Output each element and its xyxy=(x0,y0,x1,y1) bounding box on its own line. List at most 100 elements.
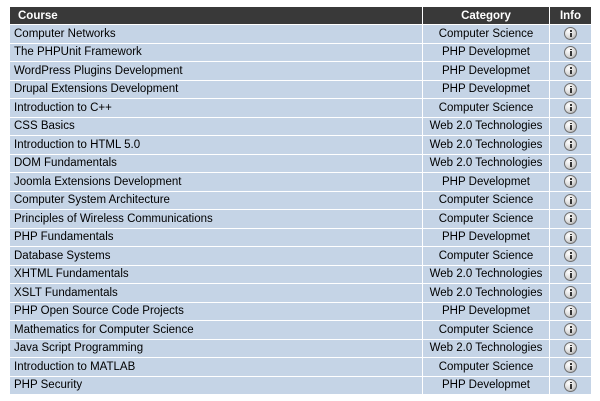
info-cell xyxy=(549,357,592,377)
info-icon[interactable] xyxy=(564,101,577,115)
column-header-course[interactable]: Course xyxy=(9,6,423,25)
table-body: Computer Networks Computer Science The PHP… xyxy=(9,24,592,395)
course-name-cell: Computer Networks xyxy=(9,24,423,44)
column-header-category[interactable]: Category xyxy=(422,6,550,25)
course-category-cell: PHP Developmet xyxy=(422,375,550,395)
info-icon[interactable] xyxy=(564,45,577,59)
table-row: XHTML Fundamentals Web 2.0 Technologies xyxy=(9,264,592,284)
course-name-cell: PHP Fundamentals xyxy=(9,227,423,247)
info-icon[interactable] xyxy=(564,286,577,300)
info-cell xyxy=(549,24,592,44)
table-row: Computer System Architecture Computer Sci… xyxy=(9,190,592,210)
info-icon[interactable] xyxy=(564,119,577,133)
course-name-cell: Mathematics for Computer Science xyxy=(9,320,423,340)
info-cell xyxy=(549,283,592,303)
table-row: Introduction to C++ Computer Science xyxy=(9,98,592,118)
course-name-cell: Introduction to MATLAB xyxy=(9,357,423,377)
table-row: Drupal Extensions Development PHP Develop… xyxy=(9,79,592,99)
table-row: PHP Open Source Code Projects PHP Develop… xyxy=(9,301,592,321)
course-name-cell: CSS Basics xyxy=(9,116,423,136)
course-name-cell: Java Script Programming xyxy=(9,338,423,358)
course-name-cell: The PHPUnit Framework xyxy=(9,42,423,62)
info-icon[interactable] xyxy=(564,156,577,170)
info-icon[interactable] xyxy=(564,230,577,244)
table-row: DOM Fundamentals Web 2.0 Technologies xyxy=(9,153,592,173)
table-row: CSS Basics Web 2.0 Technologies xyxy=(9,116,592,136)
info-cell xyxy=(549,42,592,62)
course-category-cell: Computer Science xyxy=(422,190,550,210)
info-cell xyxy=(549,135,592,155)
info-icon[interactable] xyxy=(564,193,577,207)
info-icon[interactable] xyxy=(564,27,577,41)
course-name-cell: XHTML Fundamentals xyxy=(9,264,423,284)
course-name-cell: XSLT Fundamentals xyxy=(9,283,423,303)
info-cell xyxy=(549,338,592,358)
course-category-cell: Computer Science xyxy=(422,98,550,118)
course-category-cell: Web 2.0 Technologies xyxy=(422,338,550,358)
table-row: Computer Networks Computer Science xyxy=(9,24,592,44)
info-icon[interactable] xyxy=(564,304,577,318)
info-icon[interactable] xyxy=(564,323,577,337)
table-row: PHP Security PHP Developmet xyxy=(9,375,592,395)
info-cell xyxy=(549,116,592,136)
info-cell xyxy=(549,227,592,247)
course-category-cell: Web 2.0 Technologies xyxy=(422,283,550,303)
course-category-cell: PHP Developmet xyxy=(422,61,550,81)
course-category-cell: Web 2.0 Technologies xyxy=(422,116,550,136)
course-name-cell: DOM Fundamentals xyxy=(9,153,423,173)
table-row: Database Systems Computer Science xyxy=(9,246,592,266)
course-name-cell: PHP Open Source Code Projects xyxy=(9,301,423,321)
table-row: The PHPUnit Framework PHP Developmet xyxy=(9,42,592,62)
course-name-cell: Drupal Extensions Development xyxy=(9,79,423,99)
info-cell xyxy=(549,375,592,395)
column-header-info: Info xyxy=(549,6,592,25)
info-cell xyxy=(549,190,592,210)
info-cell xyxy=(549,301,592,321)
course-name-cell: Introduction to C++ xyxy=(9,98,423,118)
info-cell xyxy=(549,264,592,284)
info-cell xyxy=(549,98,592,118)
course-category-cell: Computer Science xyxy=(422,24,550,44)
table-row: Joomla Extensions Development PHP Develop… xyxy=(9,172,592,192)
info-cell xyxy=(549,209,592,229)
info-cell xyxy=(549,79,592,99)
table-row: XSLT Fundamentals Web 2.0 Technologies xyxy=(9,283,592,303)
course-category-cell: PHP Developmet xyxy=(422,301,550,321)
info-icon[interactable] xyxy=(564,82,577,96)
table-row: Introduction to MATLAB Computer Science xyxy=(9,357,592,377)
course-category-cell: PHP Developmet xyxy=(422,79,550,99)
course-category-cell: PHP Developmet xyxy=(422,172,550,192)
table-row: Mathematics for Computer Science Computer… xyxy=(9,320,592,340)
info-icon[interactable] xyxy=(564,341,577,355)
course-category-cell: Web 2.0 Technologies xyxy=(422,135,550,155)
info-icon[interactable] xyxy=(564,267,577,281)
info-icon[interactable] xyxy=(564,138,577,152)
info-icon[interactable] xyxy=(564,212,577,226)
info-icon[interactable] xyxy=(564,64,577,78)
course-category-cell: Computer Science xyxy=(422,209,550,229)
info-icon[interactable] xyxy=(564,360,577,374)
course-category-cell: Computer Science xyxy=(422,246,550,266)
info-icon[interactable] xyxy=(564,249,577,263)
table-row: PHP Fundamentals PHP Developmet xyxy=(9,227,592,247)
table-row: Introduction to HTML 5.0 Web 2.0 Technolo… xyxy=(9,135,592,155)
course-category-cell: Web 2.0 Technologies xyxy=(422,264,550,284)
course-category-cell: Computer Science xyxy=(422,320,550,340)
course-name-cell: Computer System Architecture xyxy=(9,190,423,210)
info-icon[interactable] xyxy=(564,378,577,392)
course-name-cell: Database Systems xyxy=(9,246,423,266)
table-row: Java Script Programming Web 2.0 Technolog… xyxy=(9,338,592,358)
table-row: WordPress Plugins Development PHP Develop… xyxy=(9,61,592,81)
info-cell xyxy=(549,153,592,173)
info-cell xyxy=(549,246,592,266)
header-row: Course Category Info xyxy=(9,6,592,25)
info-icon[interactable] xyxy=(564,175,577,189)
course-name-cell: Principles of Wireless Communications xyxy=(9,209,423,229)
courses-table: Course Category Info Computer Networks Co… xyxy=(9,6,592,395)
course-category-cell: PHP Developmet xyxy=(422,42,550,62)
course-category-cell: Web 2.0 Technologies xyxy=(422,153,550,173)
course-category-cell: PHP Developmet xyxy=(422,227,550,247)
info-cell xyxy=(549,320,592,340)
info-cell xyxy=(549,61,592,81)
course-name-cell: WordPress Plugins Development xyxy=(9,61,423,81)
